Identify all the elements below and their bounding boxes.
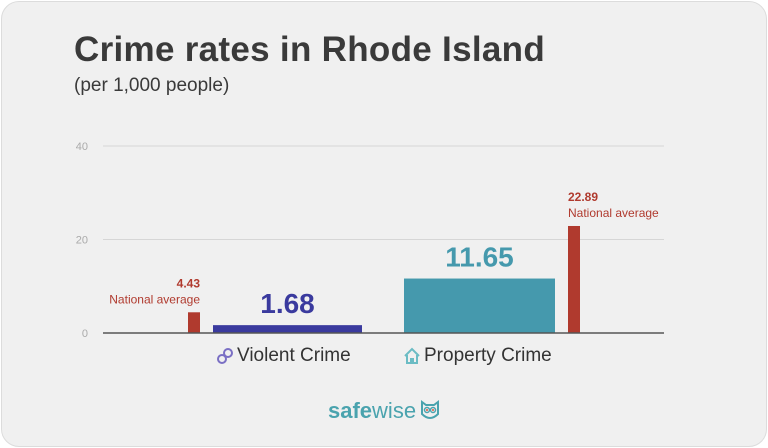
national-average-bar-1 — [568, 225, 580, 333]
y-tick-label: 40 — [76, 141, 88, 153]
category-violent-crime: Violent Crime — [216, 345, 351, 367]
national-average-label: National average — [568, 206, 659, 220]
y-tick-label: 0 — [82, 328, 88, 340]
bar-value-label: 11.65 — [445, 242, 514, 273]
category-property-crime: Property Crime — [403, 345, 552, 367]
logo-text-safe: safe — [328, 398, 373, 423]
national-average-bar-0 — [188, 312, 200, 333]
national-average-value: 22.89 — [568, 190, 598, 204]
handcuffs-icon — [217, 348, 233, 364]
national-average-value: 4.43 — [177, 276, 201, 290]
category-label: Violent Crime — [237, 345, 351, 366]
bar-1 — [404, 278, 555, 333]
y-tick-label: 20 — [76, 235, 88, 247]
bar-0 — [213, 325, 362, 333]
chart-subtitle: (per 1,000 people) — [74, 75, 230, 96]
owl-icon — [421, 400, 440, 419]
national-average-label: National average — [109, 292, 200, 306]
category-label: Property Crime — [424, 345, 552, 366]
safewise-logo: safewise — [328, 398, 440, 424]
house-icon — [404, 347, 420, 364]
bar-value-label: 1.68 — [260, 288, 315, 319]
chart-title: Crime rates in Rhode Island — [74, 30, 545, 69]
logo-text-wise: wise — [372, 398, 417, 423]
